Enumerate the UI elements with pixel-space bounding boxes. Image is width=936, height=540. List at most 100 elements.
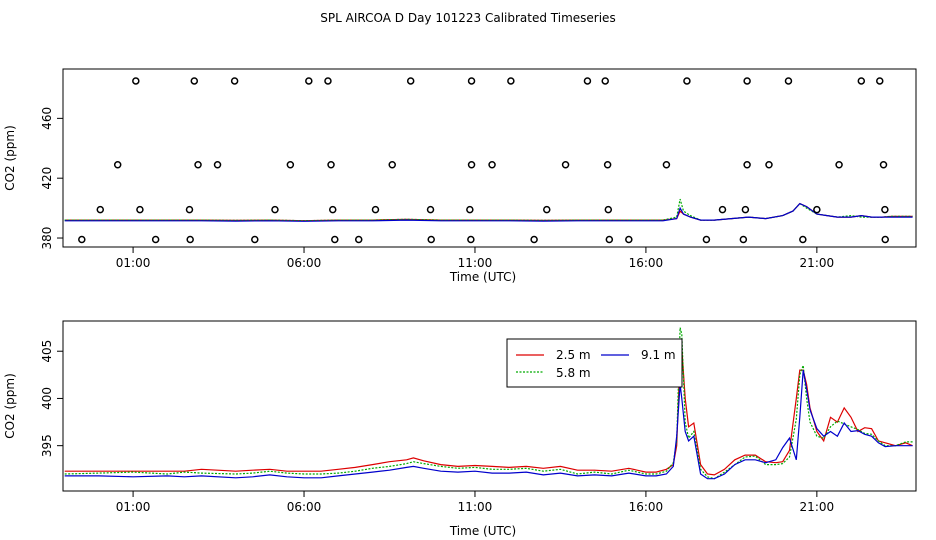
- scatter-point: [213, 160, 222, 169]
- scatter-point: [741, 205, 750, 214]
- scatter-point: [605, 235, 614, 244]
- scatter-point: [186, 235, 194, 244]
- scatter-point: [467, 77, 476, 85]
- scatter-point: [406, 77, 415, 85]
- scatter-point: [835, 160, 843, 169]
- x-tick-label: 21:00: [800, 500, 835, 514]
- scatter-point: [286, 160, 295, 169]
- scatter-point: [136, 205, 144, 214]
- top-scatter-points: [78, 77, 889, 244]
- legend-box: [506, 338, 683, 388]
- scatter-point: [96, 205, 105, 214]
- x-tick-label: 06:00: [287, 500, 322, 514]
- legend-label-5-8m: 5.8 m: [556, 366, 591, 380]
- scatter-point: [328, 205, 337, 214]
- y-tick-label: 460: [40, 107, 54, 130]
- scatter-point: [230, 77, 239, 85]
- scatter-point: [388, 160, 396, 169]
- y-tick-label: 380: [40, 227, 54, 250]
- scatter-point: [784, 77, 793, 85]
- scatter-point: [371, 205, 380, 214]
- scatter-point: [466, 205, 474, 214]
- scatter-point: [543, 205, 551, 214]
- top-x-axis: 01:00 06:00 11:00 16:00 21:00: [116, 247, 834, 270]
- scatter-point: [857, 77, 866, 85]
- scatter-point: [251, 235, 259, 244]
- bottom-plot-frame: [62, 320, 917, 492]
- scatter-point: [743, 160, 751, 169]
- scatter-point: [190, 77, 199, 85]
- scatter-point: [683, 77, 691, 85]
- top-x-axis-label: Time (UTC): [449, 270, 516, 284]
- y-tick-label: 400: [40, 387, 54, 410]
- top-series-lines: [64, 198, 913, 222]
- y-tick-label: 395: [40, 434, 54, 457]
- series-line-9-1-m: [64, 202, 913, 222]
- scatter-point: [426, 205, 435, 214]
- x-tick-label: 11:00: [458, 500, 493, 514]
- top-plot-frame: [62, 68, 917, 248]
- scatter-point: [583, 77, 592, 85]
- series-line-9-1-m: [64, 369, 913, 480]
- scatter-point: [881, 235, 889, 244]
- scatter-point: [132, 77, 140, 85]
- chart-title: SPL AIRCOA D Day 101223 Calibrated Times…: [320, 11, 615, 25]
- scatter-point: [327, 160, 335, 169]
- bottom-panel: 395 400 405 01:00 06:00 11:00 16:00 21:00 Time…: [3, 320, 917, 538]
- scatter-point: [305, 77, 313, 85]
- top-y-axis-label: CO2 (ppm): [3, 125, 17, 191]
- x-tick-label: 01:00: [116, 256, 151, 270]
- y-tick-label: 420: [40, 167, 54, 190]
- scatter-point: [78, 235, 86, 244]
- scatter-point: [799, 235, 807, 244]
- bottom-x-axis: 01:00 06:00 11:00 16:00 21:00: [116, 491, 834, 514]
- legend-label-2-5m: 2.5 m: [556, 348, 591, 362]
- scatter-point: [601, 77, 609, 85]
- scatter-point: [604, 205, 613, 214]
- scatter-point: [625, 235, 633, 244]
- scatter-point: [467, 235, 475, 244]
- scatter-point: [271, 205, 279, 214]
- scatter-point: [507, 77, 515, 85]
- scatter-point: [876, 77, 884, 85]
- scatter-point: [185, 205, 194, 214]
- series-line-2-5-m: [64, 348, 913, 476]
- x-tick-label: 01:00: [116, 500, 151, 514]
- scatter-point: [881, 205, 889, 214]
- scatter-point: [467, 160, 476, 169]
- scatter-point: [765, 160, 773, 169]
- scatter-point: [151, 235, 160, 244]
- x-tick-label: 16:00: [629, 256, 664, 270]
- top-panel: 380 420 460 01:00 06:00 11:00 16:00 21:00 Time…: [3, 68, 917, 284]
- scatter-point: [603, 160, 612, 169]
- scatter-point: [702, 235, 711, 244]
- scatter-point: [427, 235, 435, 244]
- legend: 2.5 m 9.1 m 5.8 m: [506, 338, 683, 388]
- y-tick-label: 405: [40, 340, 54, 363]
- bottom-series-lines: [64, 327, 913, 480]
- scatter-point: [879, 160, 888, 169]
- top-y-axis: 380 420 460: [40, 107, 63, 250]
- scatter-point: [331, 235, 339, 244]
- x-tick-label: 11:00: [458, 256, 493, 270]
- bottom-x-axis-label: Time (UTC): [449, 524, 516, 538]
- scatter-point: [354, 235, 363, 244]
- x-tick-label: 21:00: [800, 256, 835, 270]
- scatter-point: [813, 205, 821, 214]
- scatter-point: [194, 160, 202, 169]
- scatter-point: [488, 160, 496, 169]
- scatter-point: [113, 160, 122, 169]
- scatter-point: [324, 77, 332, 85]
- scatter-point: [743, 77, 751, 85]
- scatter-point: [739, 235, 748, 244]
- bottom-y-axis-label: CO2 (ppm): [3, 373, 17, 439]
- legend-label-9-1m: 9.1 m: [641, 348, 676, 362]
- scatter-point: [718, 205, 727, 214]
- scatter-point: [561, 160, 570, 169]
- bottom-y-axis: 395 400 405: [40, 340, 63, 457]
- scatter-point: [530, 235, 538, 244]
- x-tick-label: 16:00: [629, 500, 664, 514]
- x-tick-label: 06:00: [287, 256, 322, 270]
